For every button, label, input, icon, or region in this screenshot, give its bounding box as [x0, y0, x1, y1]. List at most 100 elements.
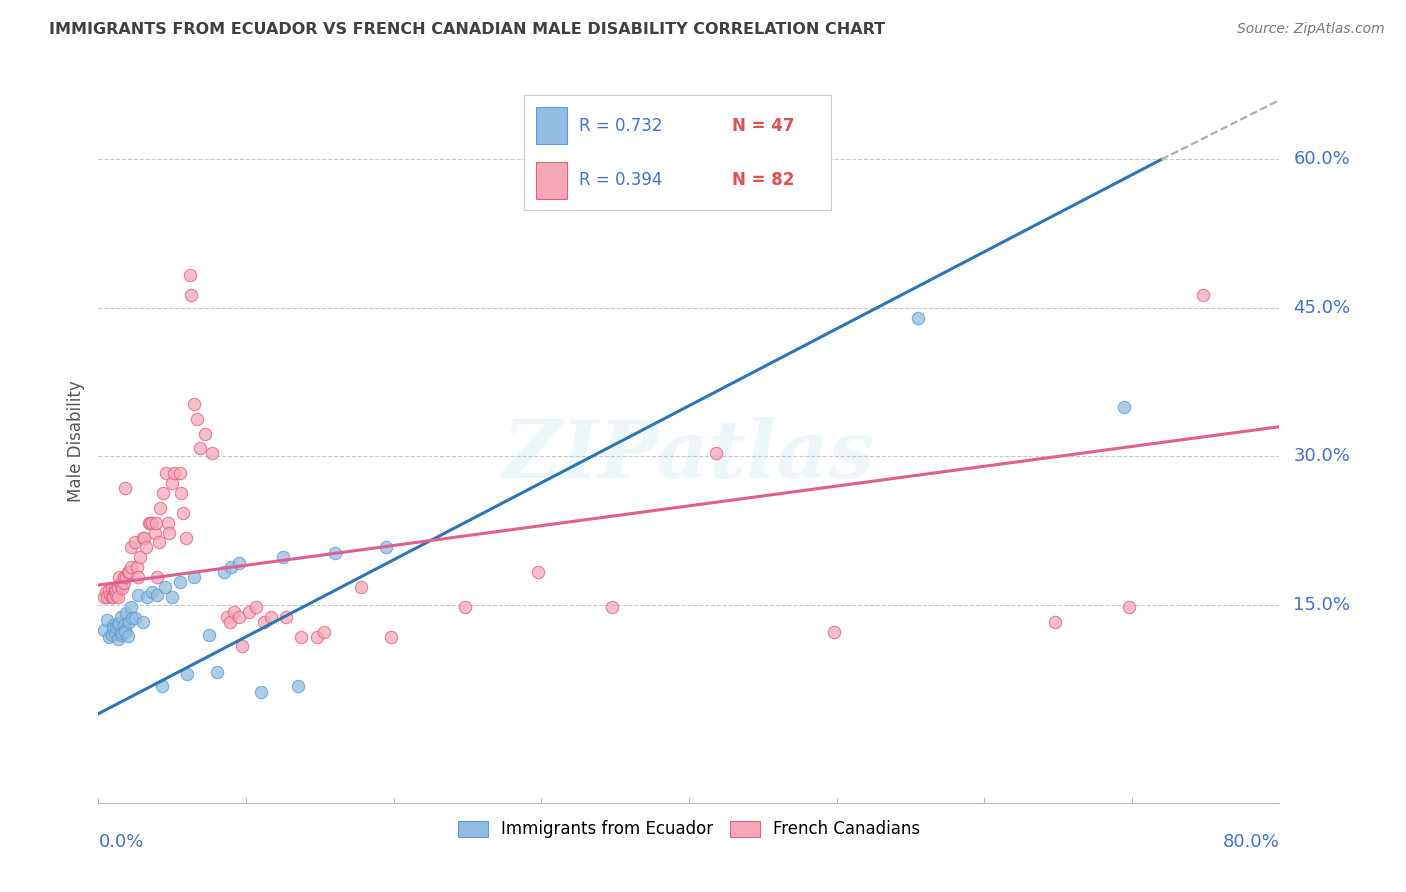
Point [94, 585, 117, 599]
Point [103, 617, 125, 632]
Point [1043, 615, 1066, 629]
Point [250, 685, 273, 699]
Point [305, 630, 328, 644]
Point [600, 599, 623, 614]
Point [108, 615, 131, 630]
Point [93, 590, 115, 604]
Point [138, 516, 160, 530]
Point [238, 605, 260, 619]
Point [132, 531, 155, 545]
Point [110, 578, 132, 592]
Point [183, 570, 205, 584]
Point [162, 590, 183, 604]
Point [134, 531, 156, 545]
Point [96, 613, 118, 627]
Point [125, 560, 148, 574]
Point [114, 624, 136, 639]
Legend: Immigrants from Ecuador, French Canadians: Immigrants from Ecuador, French Canadian… [451, 814, 927, 845]
Point [118, 615, 141, 629]
Point [907, 310, 929, 325]
Text: 80.0%: 80.0% [1223, 833, 1279, 851]
Point [314, 624, 336, 639]
Point [527, 565, 550, 579]
Point [105, 582, 128, 597]
Text: 0.0%: 0.0% [98, 833, 143, 851]
Point [135, 541, 157, 555]
Y-axis label: Male Disability: Male Disability [66, 381, 84, 502]
Point [124, 611, 146, 625]
Point [104, 581, 127, 595]
Text: ZIPatlas: ZIPatlas [503, 417, 875, 495]
Point [97, 582, 120, 597]
Point [205, 665, 228, 680]
Point [224, 605, 246, 619]
Text: 45.0%: 45.0% [1294, 299, 1351, 317]
Point [148, 535, 170, 549]
Point [114, 481, 136, 495]
Point [104, 625, 127, 640]
Point [180, 288, 202, 302]
Point [1191, 288, 1213, 302]
Point [139, 516, 162, 530]
Point [141, 585, 163, 599]
Point [274, 609, 297, 624]
Point [136, 590, 159, 604]
Point [183, 397, 205, 411]
Point [231, 640, 253, 654]
Point [112, 570, 135, 584]
Point [110, 576, 132, 591]
Point [198, 627, 221, 641]
Point [103, 590, 125, 604]
Point [290, 630, 312, 644]
Point [104, 585, 127, 599]
Point [228, 609, 250, 624]
Point [107, 590, 129, 604]
Point [179, 268, 201, 283]
Point [1114, 400, 1136, 414]
Point [153, 580, 176, 594]
Point [145, 516, 167, 530]
Point [149, 500, 172, 515]
Point [146, 588, 169, 602]
Point [1118, 599, 1140, 614]
Point [108, 570, 131, 584]
Point [186, 411, 208, 425]
Point [112, 576, 135, 591]
Point [100, 581, 122, 595]
Text: 15.0%: 15.0% [1294, 596, 1350, 614]
Point [156, 516, 179, 530]
Point [188, 442, 211, 456]
Point [350, 580, 373, 594]
Point [111, 581, 134, 595]
Text: 30.0%: 30.0% [1294, 448, 1350, 466]
Point [96, 590, 118, 604]
Point [120, 560, 142, 574]
Point [157, 525, 180, 540]
Point [169, 575, 191, 590]
Point [120, 541, 142, 555]
Point [453, 599, 475, 614]
Point [115, 570, 138, 584]
Point [97, 630, 120, 644]
Point [100, 590, 122, 604]
Point [150, 679, 173, 693]
Point [105, 588, 128, 602]
Point [823, 624, 845, 639]
Point [162, 476, 183, 491]
Point [110, 627, 132, 641]
Point [143, 525, 166, 540]
Point [152, 486, 174, 500]
Point [260, 609, 283, 624]
Point [120, 599, 142, 614]
Point [714, 162, 737, 177]
Point [100, 627, 122, 641]
Point [170, 486, 193, 500]
Point [115, 606, 138, 620]
Point [117, 628, 139, 642]
Point [172, 506, 194, 520]
Point [103, 588, 125, 602]
Point [127, 588, 149, 602]
Point [128, 550, 150, 565]
Point [194, 426, 217, 441]
Text: Source: ZipAtlas.com: Source: ZipAtlas.com [1237, 22, 1385, 37]
